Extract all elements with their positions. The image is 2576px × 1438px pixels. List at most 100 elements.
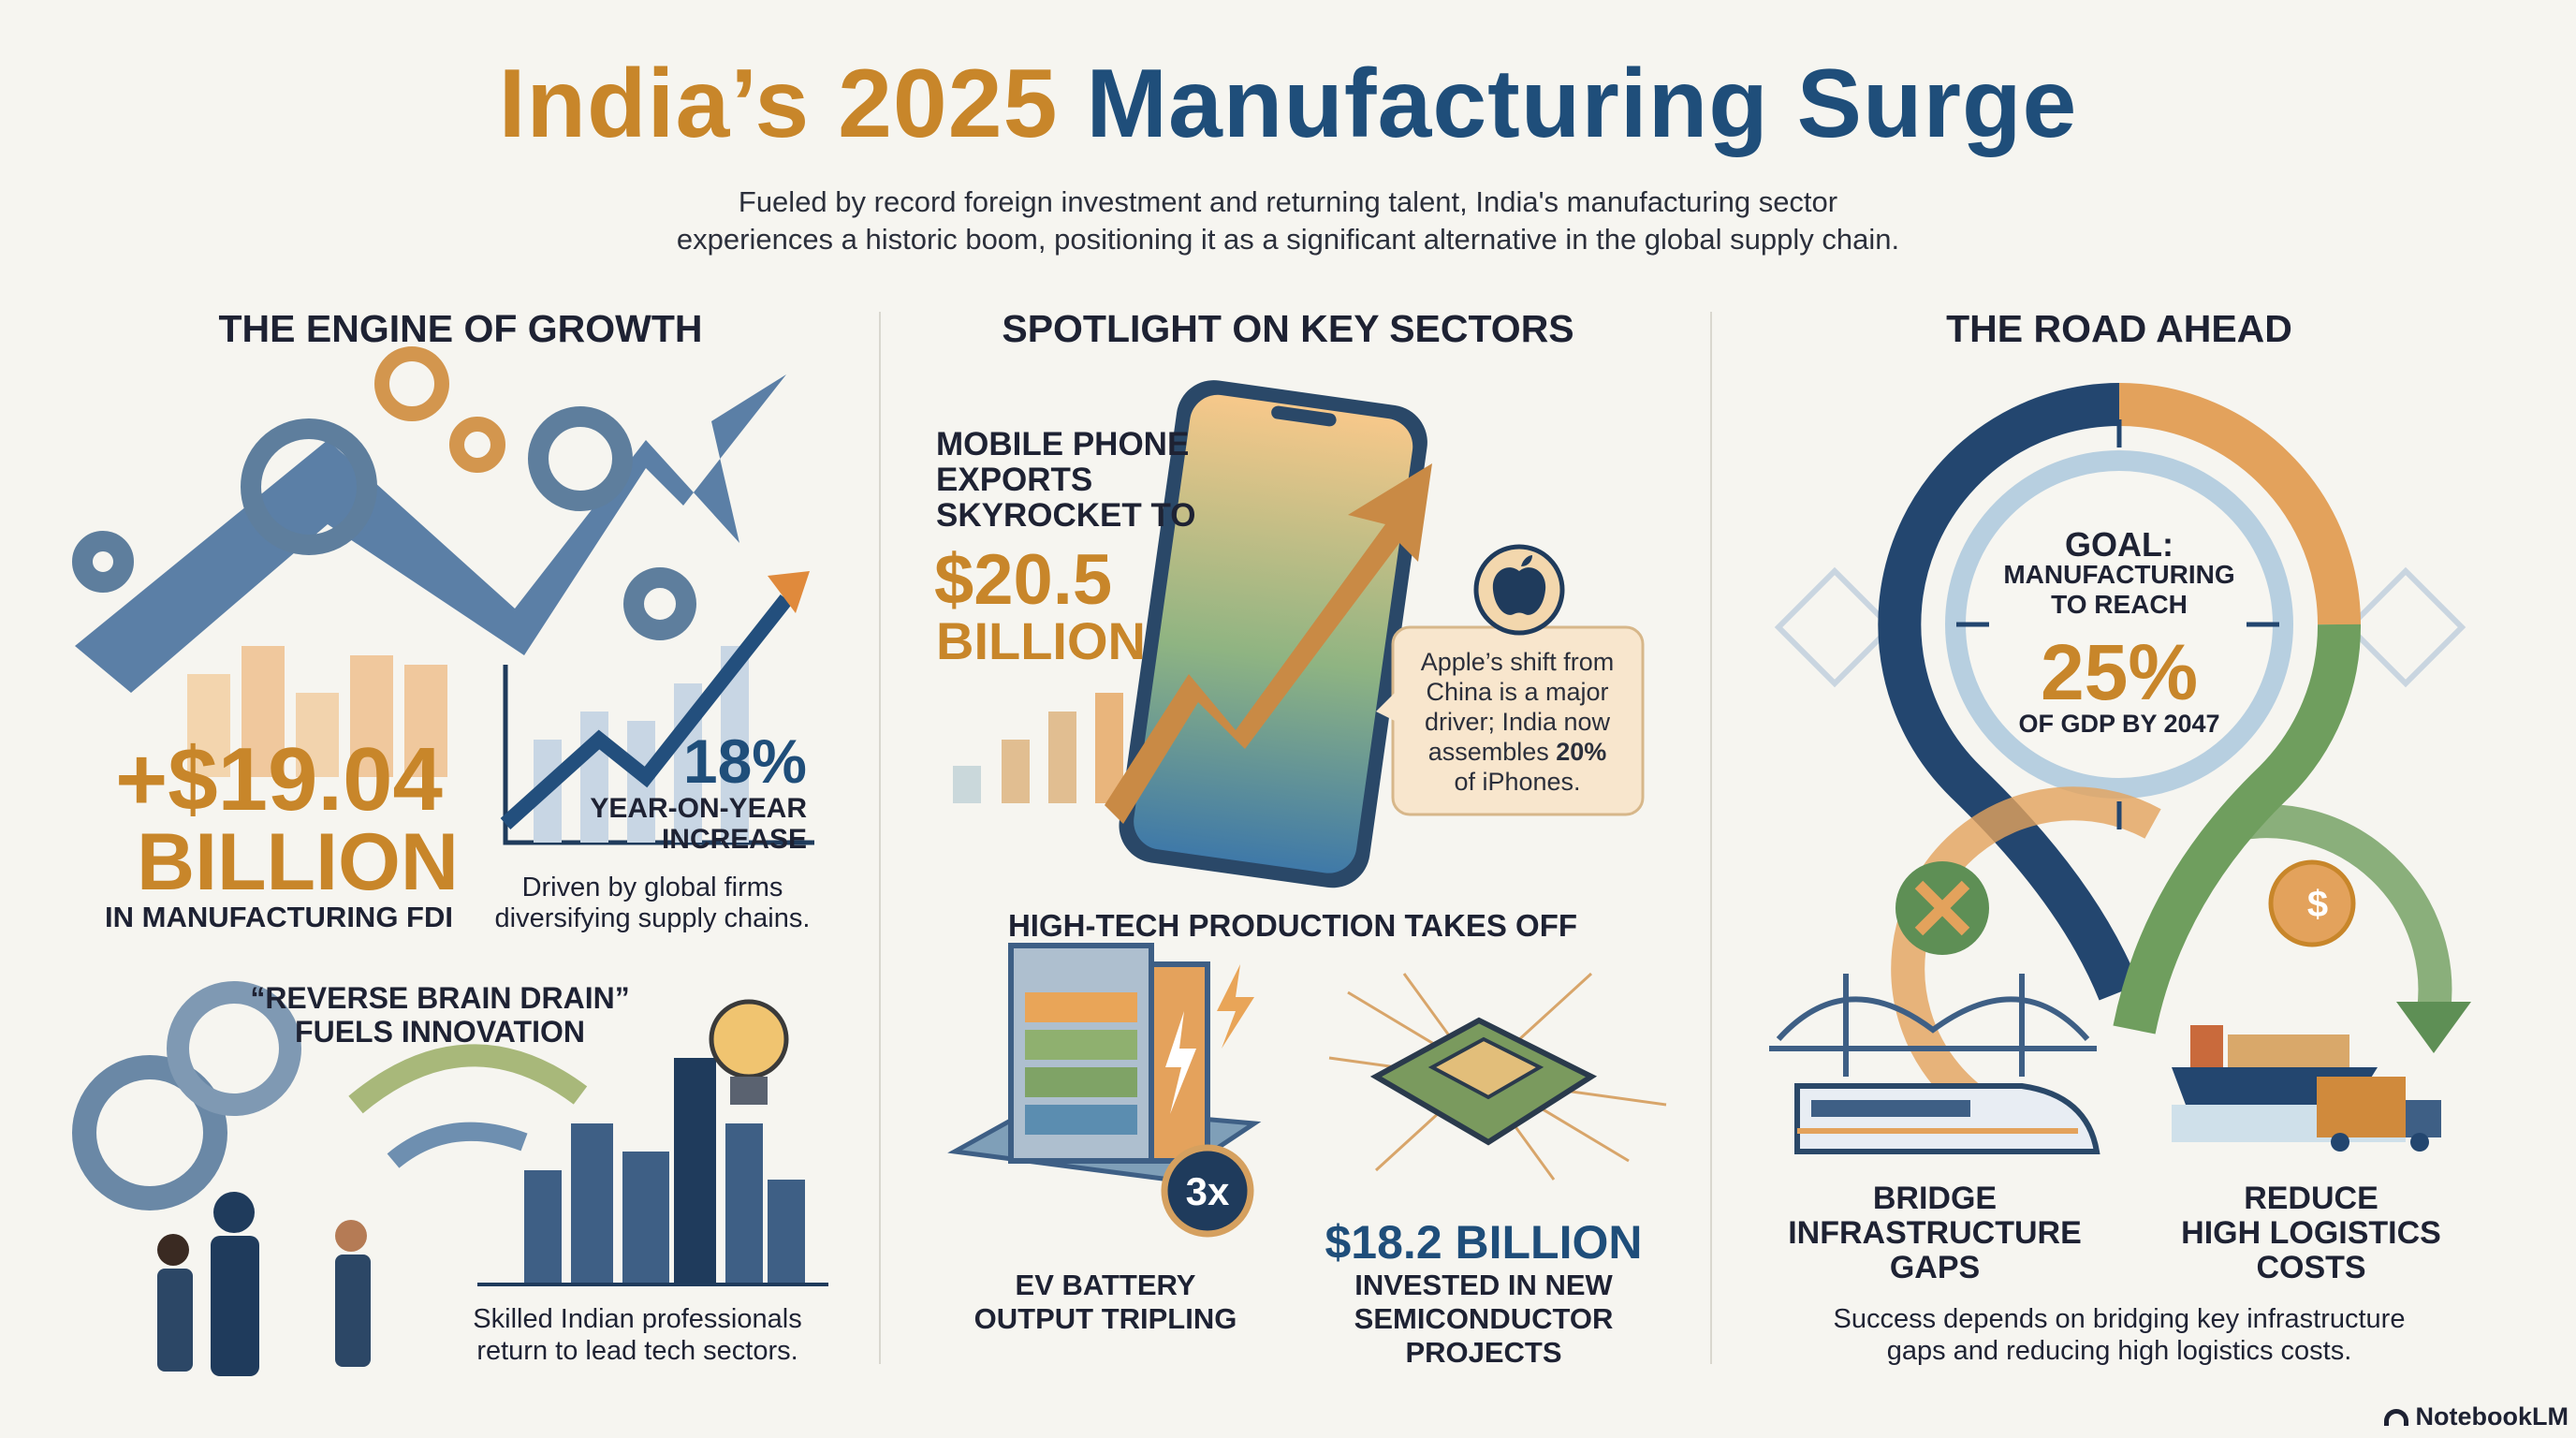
goal-tick-marks (1956, 419, 2279, 829)
driver-text-line: Driven by global firms (521, 873, 783, 902)
goal-line: TO REACH (2051, 590, 2188, 619)
subtitle-line: Fueled by record foreign investment and … (738, 185, 1838, 218)
bridge-gaps-label: BRIDGE INFRASTRUCTURE GAPS (1788, 1181, 2082, 1285)
engine-heading: THE ENGINE OF GROWTH (218, 307, 703, 350)
apple-callout-text: Apple’s shift from China is a major driver… (1421, 647, 1615, 797)
reduce-costs-line: HIGH LOGISTICS (2181, 1215, 2441, 1251)
road-summary: Success depends on bridging key infrastr… (1834, 1303, 2406, 1367)
dollar-coin-icon (2268, 859, 2356, 947)
mobile-exports-unit: BILLION (936, 611, 1146, 670)
title-part-1: India’s 2025 (498, 50, 1059, 158)
apple-callout-line: Apple’s shift from (1420, 648, 1615, 676)
professionals-illustration (72, 981, 588, 1376)
notebooklm-brand: NotebookLM (2383, 1402, 2569, 1431)
tools-icon (1895, 861, 1989, 955)
skilled-text: Skilled Indian professionals return to le… (473, 1303, 801, 1367)
yoy-chart-icon (500, 571, 814, 845)
phone-icon (1119, 380, 1427, 888)
battery-label-line: OUTPUT TRIPLING (973, 1302, 1237, 1335)
road-green-arc (2113, 624, 2362, 1034)
fdi-value: +$19.04 (115, 729, 443, 829)
brain-drain-line: “REVERSE BRAIN DRAIN” (250, 981, 630, 1015)
3x-badge (1161, 1144, 1254, 1238)
city-skyline-icon (477, 1058, 828, 1286)
goal-label: GOAL: MANUFACTURING TO REACH (2003, 525, 2235, 620)
road-summary-line: Success depends on bridging key infrastr… (1833, 1304, 2406, 1334)
bridge-gaps-line: GAPS (1889, 1250, 1981, 1285)
growth-arrow-icon (1105, 463, 1432, 824)
bar-chart-icon (187, 646, 447, 777)
growth-label-line: YEAR-ON-YEAR (590, 793, 807, 824)
semiconductor-value: $18.2 BILLION (1325, 1216, 1643, 1269)
ev-battery-icon (947, 943, 1262, 1182)
apple-callout-text-span: assembles (1427, 738, 1557, 766)
skilled-text-line: Skilled Indian professionals (473, 1304, 802, 1334)
sectors-heading: SPOTLIGHT ON KEY SECTORS (1002, 307, 1574, 350)
mobile-exports-line: EXPORTS (936, 462, 1093, 498)
semiconductor-label: INVESTED IN NEW SEMICONDUCTOR PROJECTS (1354, 1269, 1614, 1370)
goal-target-year: OF GDP BY 2047 (2018, 710, 2220, 738)
notebooklm-logo-icon (2383, 1408, 2408, 1426)
gear-icon (72, 406, 696, 640)
lightbulb-icon (709, 999, 789, 1105)
fdi-unit: BILLION (137, 817, 459, 907)
brain-drain-heading: “REVERSE BRAIN DRAIN” FUELS INNOVATION (250, 981, 629, 1049)
growth-arrow-icon (75, 374, 786, 693)
road-orange-arc (2118, 383, 2361, 625)
goal-circle-inner (1945, 450, 2293, 799)
bridge-icon (1769, 974, 2097, 1077)
bridge-gaps-line: INFRASTRUCTURE (1788, 1215, 2082, 1251)
reduce-costs-line: COSTS (2256, 1250, 2366, 1285)
battery-label-line: EV BATTERY (1015, 1269, 1196, 1301)
gear-icon (374, 346, 505, 473)
hightech-heading: HIGH-TECH PRODUCTION TAKES OFF (1007, 908, 1578, 943)
driver-text: Driven by global firms diversifying suppl… (495, 873, 811, 934)
growth-label-line: INCREASE (661, 824, 807, 855)
battery-label: EV BATTERY OUTPUT TRIPLING (974, 1269, 1237, 1336)
column-divider (1710, 312, 1712, 1364)
column-divider (879, 312, 881, 1364)
growth-percent: 18% (682, 726, 807, 796)
brand-name: NotebookLM (2415, 1402, 2569, 1431)
apple-callout-line: China is a major (1426, 678, 1609, 706)
callout-box (1376, 625, 1645, 816)
brain-drain-line: FUELS INNOVATION (295, 1015, 585, 1049)
road-summary-line: gaps and reducing high logistics costs. (1886, 1336, 2352, 1366)
apple-callout-line: driver; India now (1424, 708, 1611, 736)
mobile-exports-value: $20.5 (934, 540, 1113, 620)
semiconductor-label-line: INVESTED IN NEW (1354, 1269, 1613, 1301)
semiconductor-label-line: PROJECTS (1405, 1336, 1562, 1369)
skilled-text-line: return to lead tech sectors. (476, 1336, 798, 1366)
semiconductor-label-line: SEMICONDUCTOR (1354, 1302, 1614, 1335)
truck-icon (2317, 1077, 2441, 1152)
goal-value: 25% (2040, 628, 2199, 716)
driver-text-line: diversifying supply chains. (494, 903, 811, 933)
mobile-exports-line: MOBILE PHONE (936, 426, 1190, 462)
growth-label: YEAR-ON-YEAR INCREASE (590, 793, 807, 855)
reduce-costs-label: REDUCE HIGH LOGISTICS COSTS (2181, 1181, 2441, 1285)
subtitle-line: experiences a historic boom, positioning… (676, 223, 1900, 256)
semiconductor-chip-icon (1328, 972, 1667, 1181)
road-heading: THE ROAD AHEAD (1946, 307, 2292, 350)
goal-line: GOAL: (2065, 525, 2174, 564)
train-icon (1794, 1083, 2100, 1154)
apple-callout-line: assembles 20% (1421, 737, 1615, 767)
page-title: India’s 2025 Manufacturing Surge (499, 49, 2078, 160)
reduce-costs-line: REDUCE (2244, 1181, 2378, 1216)
bridge-gaps-line: BRIDGE (1872, 1181, 1998, 1216)
apple-callout-line: of iPhones. (1454, 768, 1581, 796)
mobile-exports-line: SKYROCKET TO (936, 497, 1196, 534)
road-navy-arc (1878, 383, 2140, 1001)
dollar-icon: $ (2306, 884, 2329, 925)
title-part-2: Manufacturing Surge (1086, 50, 2078, 158)
mobile-exports-label: MOBILE PHONE EXPORTS SKYROCKET TO (936, 427, 1195, 534)
goal-line: MANUFACTURING (2003, 560, 2235, 589)
green-down-arrow (2233, 804, 2452, 1014)
battery-badge-text: 3x (1185, 1169, 1230, 1213)
subtitle: Fueled by record foreign investment and … (677, 183, 1899, 258)
fdi-label: IN MANUFACTURING FDI (105, 901, 453, 933)
apple-share-value: 20% (1556, 738, 1607, 766)
growth-arrow-gears-illustration (72, 346, 828, 1376)
